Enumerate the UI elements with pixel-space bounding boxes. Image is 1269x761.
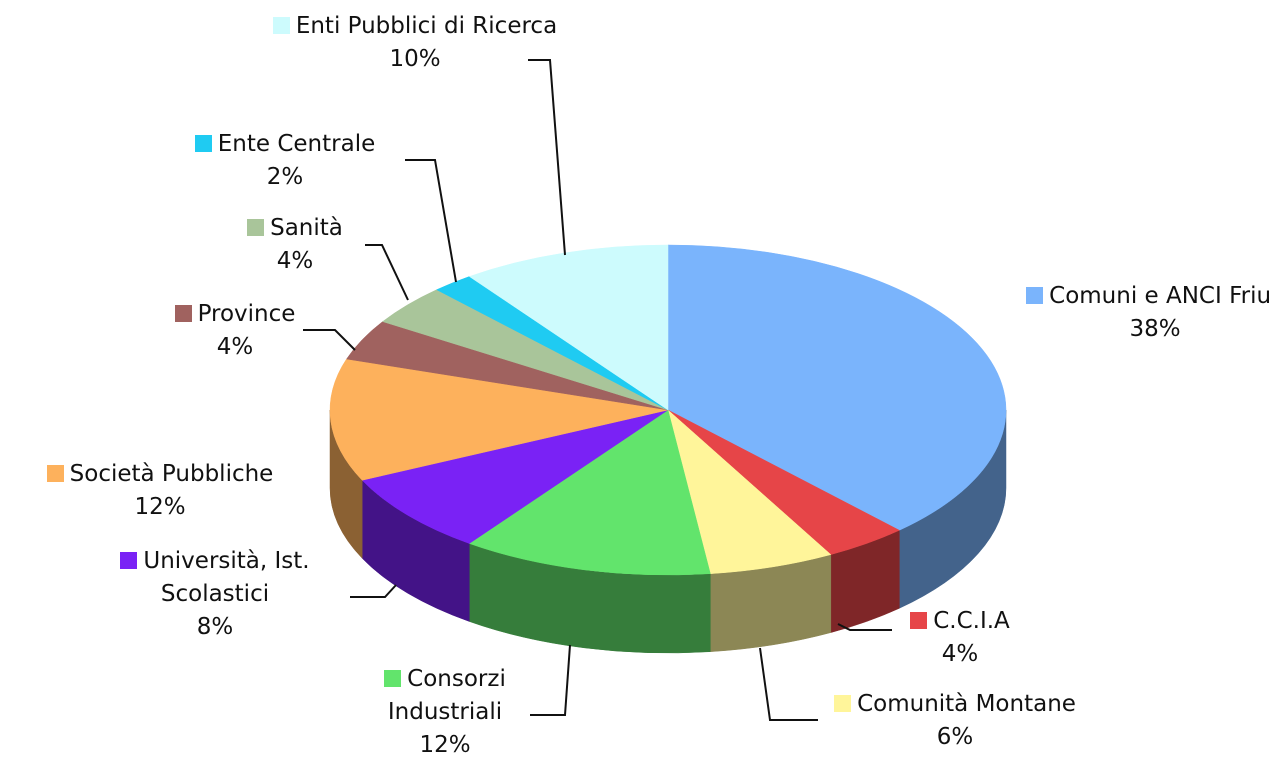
slice-value: 12% (419, 732, 471, 758)
leader-line (405, 159, 457, 283)
slice-name: Società Pubbliche (69, 461, 274, 487)
slice-label: Sanità 4% (215, 212, 375, 278)
slice-label: Province 4% (130, 298, 340, 364)
slice-value: 6% (936, 724, 974, 750)
leader-line (530, 644, 571, 716)
slice-label: Università, Ist. Scolastici 8% (70, 545, 360, 644)
slice-label: Società Pubbliche 12% (0, 458, 320, 524)
slice-label: Comuni e ANCI Friuli 38% (1010, 280, 1269, 346)
leader-line (837, 623, 892, 631)
slice-value: 10% (389, 46, 441, 72)
slice-value: 12% (134, 494, 186, 520)
slice-value: 8% (196, 614, 234, 640)
leader-line (528, 59, 566, 256)
slice (468, 244, 669, 411)
leader-line (759, 647, 818, 721)
slice-name: Consorzi Industriali (387, 666, 506, 725)
slice-value: 4% (276, 248, 314, 274)
slice (667, 244, 1007, 531)
legend-swatch (834, 695, 852, 712)
slice-label: Comunità Montane 6% (790, 688, 1120, 754)
slice-name: Università, Ist. Scolastici (143, 548, 310, 607)
legend-swatch (174, 305, 192, 322)
slice-name: C.C.I.A (933, 608, 1010, 634)
slice-label: Ente Centrale 2% (150, 128, 420, 194)
slice-value: 4% (941, 641, 979, 667)
slice-name: Enti Pubblici di Ricerca (295, 13, 558, 39)
legend-swatch (247, 219, 265, 236)
slice-label: Consorzi Industriali 12% (340, 663, 550, 761)
legend-swatch (384, 670, 402, 687)
slice-name: Province (197, 301, 296, 327)
slice-name: Sanità (270, 215, 343, 241)
slice-name: Comuni e ANCI Friuli (1049, 283, 1269, 309)
slice-value: 4% (216, 334, 254, 360)
leader-line (350, 584, 397, 598)
slice (468, 409, 711, 576)
slice-value: 2% (266, 164, 304, 190)
slice-value: 38% (1129, 316, 1181, 342)
leader-line (365, 244, 409, 301)
slice-name: Ente Centrale (217, 131, 376, 157)
legend-swatch (120, 552, 138, 569)
legend-swatch (194, 135, 212, 152)
legend-swatch (46, 465, 64, 482)
leader-line (303, 329, 356, 351)
legend-swatch (910, 612, 928, 629)
slice-label: Enti Pubblici di Ricerca 10% (270, 10, 560, 76)
slice-name: Comunità Montane (857, 691, 1076, 717)
slice (361, 409, 669, 544)
slice (329, 358, 669, 481)
slice-label: C.C.I.A 4% (880, 605, 1040, 671)
legend-swatch (272, 17, 290, 34)
slice (667, 409, 832, 574)
legend-swatch (1026, 287, 1044, 304)
